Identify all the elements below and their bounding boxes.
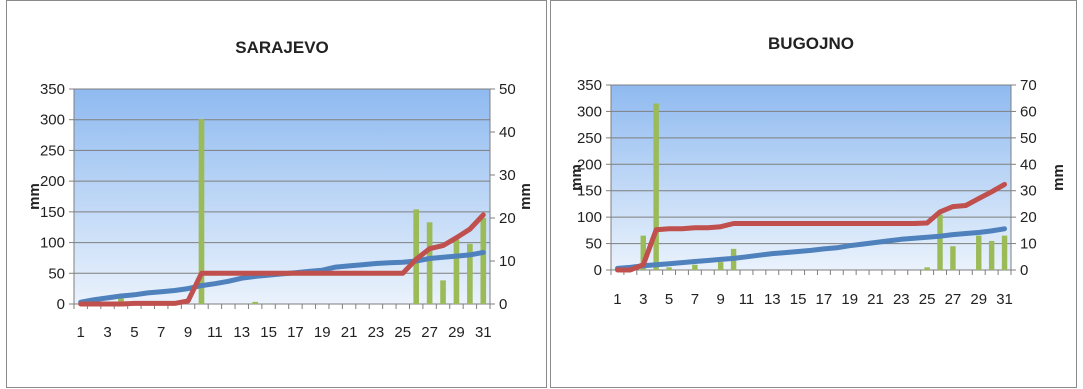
y-left-tick-label: 300 — [577, 103, 602, 120]
x-tick-label: 3 — [103, 324, 111, 341]
bugojno-bar-day-3 — [640, 235, 646, 270]
x-tick-label: 27 — [945, 291, 962, 308]
sarajevo-line-series-2 — [78, 212, 486, 307]
chart-panel-bugojno: BUGOJNO 0 50 100 150 200 250 300 350 0 10 20 30 40 50 6… — [550, 0, 1077, 388]
y-right-tick-label: 10 — [1020, 236, 1037, 253]
y-left-tick-label: 200 — [40, 173, 65, 190]
y-left-tick-label: 350 — [40, 81, 65, 98]
x-tick-label: 25 — [394, 324, 411, 341]
plot-area — [611, 85, 1011, 270]
x-tick-label: 19 — [841, 291, 858, 308]
x-tick-label: 15 — [260, 324, 277, 341]
x-tick-label: 13 — [764, 291, 781, 308]
x-tick-label: 17 — [816, 291, 833, 308]
y-right-tick-label: 0 — [499, 296, 507, 313]
y-right-tick-label: 30 — [499, 167, 516, 184]
bugojno-bar-day-27 — [950, 246, 956, 270]
y-left-tick-label: 300 — [40, 112, 65, 129]
chart-panel-sarajevo: SARAJEVO 0 50 100 150 200 250 300 350 0 10 20 30 40 50… — [6, 0, 547, 388]
x-tick-label: 25 — [919, 291, 936, 308]
y-left-tick-label: 150 — [40, 204, 65, 221]
x-tick-label: 23 — [893, 291, 910, 308]
bugojno-line-series-2 — [615, 181, 1007, 273]
x-tick-label: 9 — [717, 291, 725, 308]
bugojno-bar-day-29 — [976, 235, 982, 270]
x-tick-label: 13 — [233, 324, 250, 341]
y-left-tick-label: 250 — [577, 130, 602, 147]
y-left-axis-label: mm — [26, 183, 43, 210]
y-left-tick-label: 100 — [577, 209, 602, 226]
x-tick-label: 31 — [996, 291, 1013, 308]
x-tick-label: 7 — [691, 291, 699, 308]
x-tick-label: 19 — [314, 324, 331, 341]
x-tick-label: 31 — [475, 324, 492, 341]
chart-bugojno: BUGOJNO 0 50 100 150 200 250 300 350 0 10 20 30 40 50 6… — [568, 34, 1067, 308]
sarajevo-bar-day-30 — [467, 243, 473, 304]
sarajevo-bar-day-28 — [440, 280, 446, 304]
plot-area — [74, 89, 490, 304]
y-left-tick-label: 0 — [57, 296, 65, 313]
bugojno-bar-day-25 — [924, 267, 930, 270]
y-left-axis-label: mm — [568, 164, 585, 191]
bugojno-bar-day-5 — [666, 267, 672, 270]
y-right-tick-label: 60 — [1020, 103, 1037, 120]
y-right-axis-label: mm — [517, 183, 534, 210]
y-right-tick-label: 40 — [499, 124, 516, 141]
sarajevo-bar-day-27 — [426, 222, 433, 304]
x-tick-label: 29 — [448, 324, 465, 341]
y-left-tick-label: 100 — [40, 235, 65, 252]
chart-title: SARAJEVO — [235, 38, 329, 57]
bugojno-bar-day-7 — [692, 264, 698, 270]
y-right-tick-label: 10 — [499, 253, 516, 270]
x-tick-label: 3 — [639, 291, 647, 308]
sarajevo-bar-day-31 — [480, 218, 487, 304]
y-right-tick-label: 40 — [1020, 156, 1037, 173]
x-tick-label: 23 — [368, 324, 385, 341]
bugojno-bar-day-31 — [1001, 235, 1008, 270]
x-tick-label: 27 — [421, 324, 438, 341]
y-left-tick-label: 350 — [577, 77, 602, 94]
y-left-tick-label: 0 — [594, 262, 602, 279]
x-tick-label: 9 — [184, 324, 192, 341]
y-left-tick-label: 50 — [585, 236, 602, 253]
y-left-tick-label: 250 — [40, 142, 65, 159]
chart-title: BUGOJNO — [768, 34, 854, 53]
x-tick-label: 11 — [207, 324, 223, 341]
y-left-tick-label: 200 — [577, 156, 602, 173]
y-right-tick-label: 20 — [499, 210, 516, 227]
x-tick-label: 17 — [287, 324, 304, 341]
sarajevo-bar-day-4 — [118, 295, 124, 304]
chart-sarajevo: SARAJEVO 0 50 100 150 200 250 300 350 0 10 20 30 40 50… — [26, 38, 534, 341]
x-tick-label: 5 — [665, 291, 673, 308]
x-tick-label: 5 — [130, 324, 138, 341]
y-right-tick-label: 20 — [1020, 209, 1037, 226]
y-right-tick-label: 30 — [1020, 183, 1037, 200]
sarajevo-bar-day-29 — [453, 239, 460, 304]
y-left-tick-label: 50 — [48, 265, 65, 282]
y-right-axis-label: mm — [1050, 164, 1067, 191]
y-right-tick-label: 0 — [1020, 262, 1028, 279]
bugojno-line-series-1 — [615, 226, 1007, 271]
sarajevo-bar-day-14 — [252, 301, 258, 304]
y-left-tick-label: 150 — [577, 183, 602, 200]
bugojno-bar-day-9 — [717, 262, 724, 270]
x-tick-label: 29 — [970, 291, 987, 308]
y-right-tick-label: 70 — [1020, 77, 1037, 94]
bugojno-bar-day-4 — [653, 103, 659, 270]
bugojno-bar-day-30 — [988, 240, 995, 270]
x-tick-label: 11 — [739, 291, 755, 308]
x-tick-label: 21 — [341, 324, 358, 341]
sarajevo-bar-day-10 — [198, 119, 205, 304]
x-tick-label: 1 — [77, 324, 85, 341]
x-tick-label: 15 — [790, 291, 807, 308]
x-tick-label: 7 — [157, 324, 165, 341]
y-right-tick-label: 50 — [1020, 130, 1037, 147]
y-right-tick-label: 50 — [499, 81, 516, 98]
x-tick-label: 1 — [613, 291, 621, 308]
x-tick-label: 21 — [867, 291, 884, 308]
bugojno-bar-day-26 — [937, 214, 943, 270]
